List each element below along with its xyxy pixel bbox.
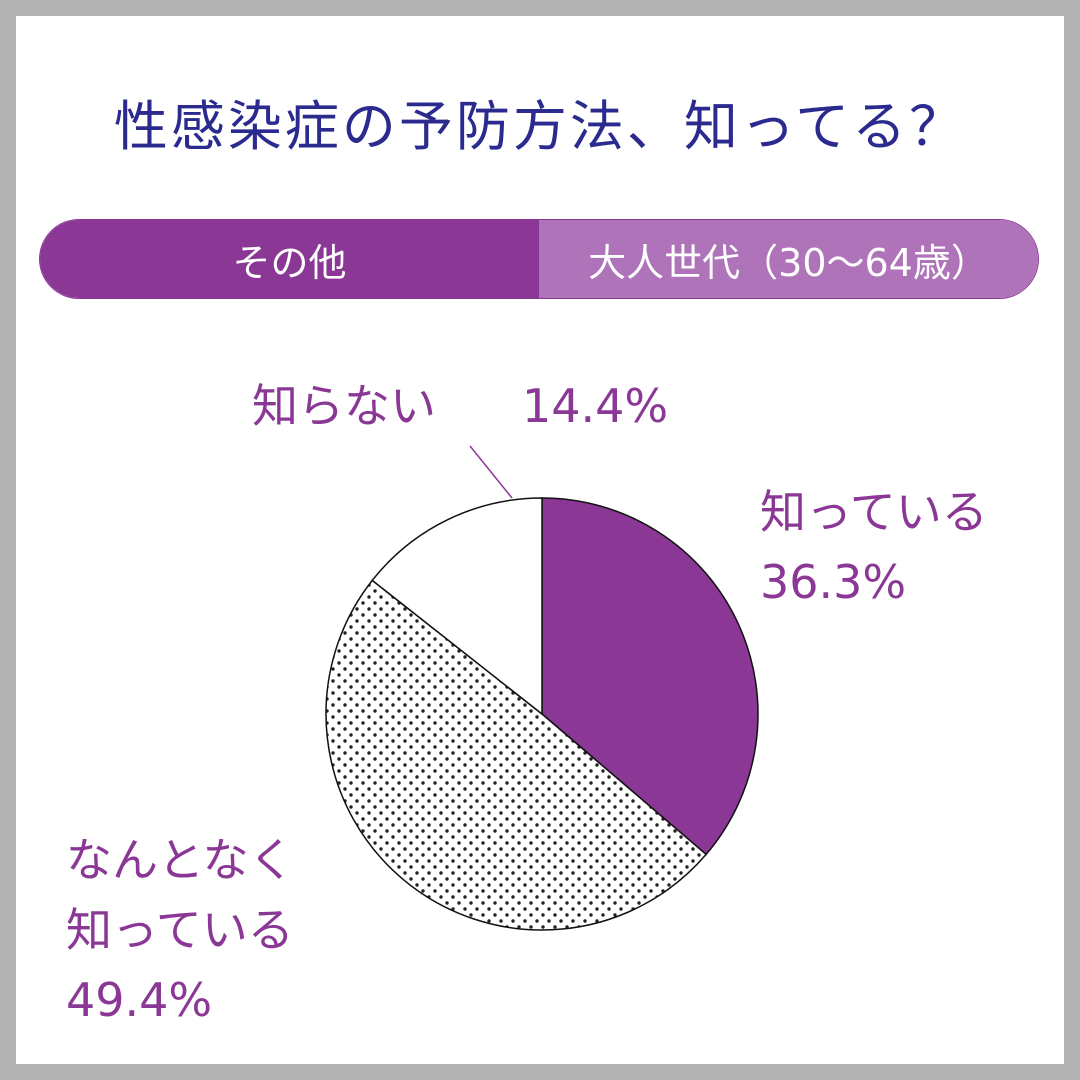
unknown-leader-line — [469, 445, 513, 499]
tab-other[interactable]: その他 — [40, 220, 539, 298]
value-unknown: 14.4% — [522, 379, 668, 433]
label-unknown: 知らない — [252, 379, 436, 433]
label-vaguely-line1: なんとなく — [66, 833, 295, 887]
value-knows: 36.3% — [760, 555, 906, 609]
page-title: 性感染症の予防方法、知ってる？ — [113, 95, 967, 158]
pie-slice-knows — [541, 497, 759, 856]
label-vaguely-line2: 知っている — [66, 903, 294, 957]
pie-slice-unknown — [371, 497, 543, 716]
label-knows: 知っている — [760, 485, 988, 539]
pie-slice-vaguely — [325, 579, 708, 931]
value-vaguely: 49.4% — [66, 973, 212, 1027]
tab-adult-generation[interactable]: 大人世代（30～64歳） — [539, 220, 1038, 298]
audience-segmented-control: その他 大人世代（30～64歳） — [39, 219, 1039, 299]
